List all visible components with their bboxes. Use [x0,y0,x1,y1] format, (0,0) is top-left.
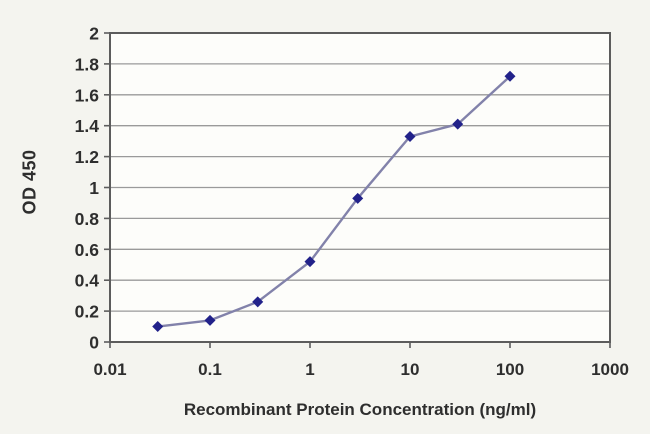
y-tick-label: 0.4 [75,271,100,291]
y-axis-title: OD 450 [19,149,40,215]
x-tick-label: 1000 [591,360,629,379]
data-point-marker [404,131,416,143]
data-point-marker [252,296,264,308]
y-tick-label: 0.2 [75,302,100,322]
y-tick-label: 1.2 [75,147,100,167]
data-point-marker [504,70,516,82]
data-point-marker [452,118,464,130]
x-tick-label: 10 [401,360,420,379]
x-axis-title: Recombinant Protein Concentration (ng/ml… [183,400,537,419]
y-tick-label: 0.6 [75,240,100,260]
data-point-marker [152,321,164,333]
data-point-marker [304,256,316,268]
y-tick-label: 0.8 [75,209,100,229]
data-point-marker [204,314,216,326]
x-tick-label: 100 [496,360,524,379]
x-tick-label: 0.1 [198,360,222,379]
y-tick-label: 1 [89,178,99,198]
y-tick-label: 1.8 [75,54,100,74]
data-point-marker [352,192,364,204]
plot-frame [109,32,611,343]
y-tick-label: 0 [89,333,99,353]
y-tick-label: 2 [89,24,99,44]
y-tick-label: 1.4 [75,116,100,136]
x-tick-label: 1 [305,360,314,379]
x-tick-label: 0.01 [93,360,126,379]
series-line [156,75,512,328]
y-tick-label: 1.6 [75,85,100,105]
